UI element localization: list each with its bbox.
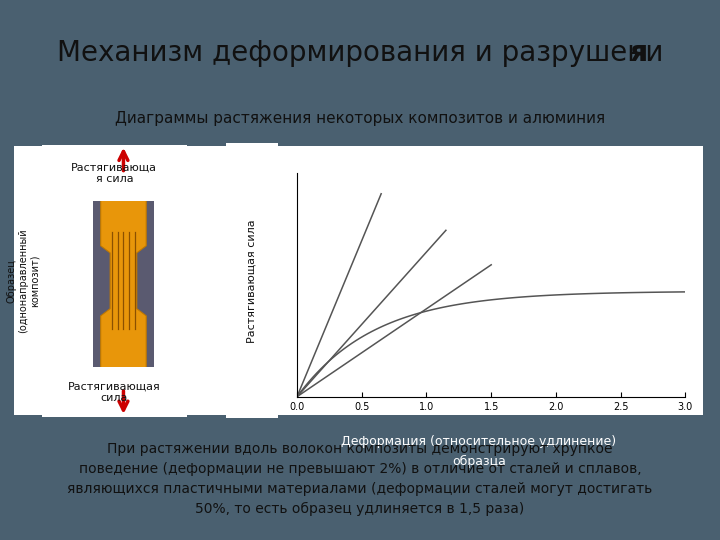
Polygon shape	[101, 178, 146, 384]
Text: Композит, армированный
углеродными волокнами: Композит, армированный углеродными волок…	[449, 279, 590, 300]
FancyBboxPatch shape	[272, 146, 703, 415]
Text: я: я	[72, 39, 648, 66]
Text: Алюминий: Алюминий	[489, 339, 546, 349]
Text: Композит, армированный
борными волокнами: Композит, армированный борными волокнами	[434, 173, 575, 195]
FancyBboxPatch shape	[405, 265, 633, 314]
Text: образца: образца	[452, 455, 506, 468]
Text: При растяжении вдоль волокон композиты демонстрируют хрупкое
поведение (деформац: При растяжении вдоль волокон композиты д…	[68, 442, 652, 516]
FancyBboxPatch shape	[42, 145, 187, 201]
FancyBboxPatch shape	[14, 146, 227, 415]
Text: Растягивающая
сила: Растягивающая сила	[68, 381, 161, 403]
Text: Образец
(однонаправленный
композит): Образец (однонаправленный композит)	[6, 228, 40, 333]
Text: Растягивающая сила: Растягивающая сила	[246, 219, 256, 342]
FancyBboxPatch shape	[225, 144, 278, 418]
FancyBboxPatch shape	[392, 159, 619, 209]
FancyBboxPatch shape	[42, 367, 187, 417]
FancyBboxPatch shape	[433, 323, 601, 364]
FancyBboxPatch shape	[93, 146, 153, 415]
Text: Деформация (относительное удлинение): Деформация (относительное удлинение)	[341, 435, 616, 448]
Text: Растягивающа
я сила: Растягивающа я сила	[71, 162, 158, 184]
FancyBboxPatch shape	[423, 212, 619, 262]
Text: Механизм деформирования и разрушени: Механизм деформирования и разрушени	[57, 39, 663, 66]
Text: Композит,
армированный: Композит, армированный	[480, 226, 562, 248]
Text: Диаграммы растяжения некоторых композитов и алюминия: Диаграммы растяжения некоторых композито…	[115, 111, 605, 126]
